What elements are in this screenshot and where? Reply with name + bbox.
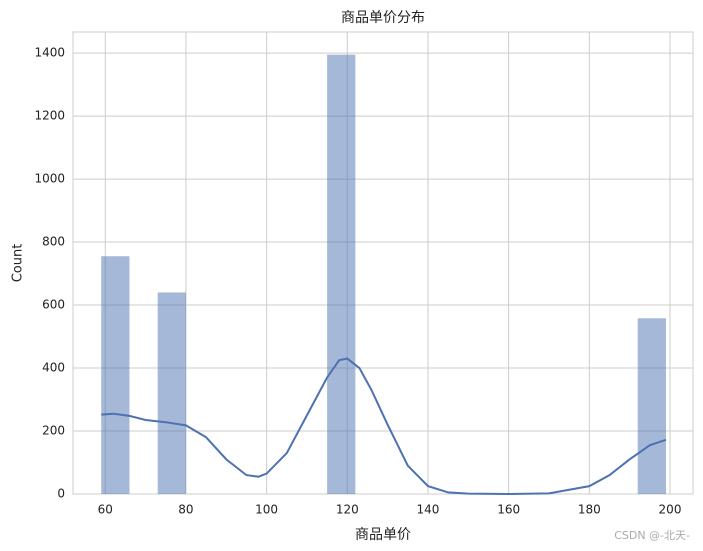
- y-tick-label: 600: [42, 298, 65, 312]
- bar: [157, 292, 186, 494]
- x-tick-label: 60: [98, 503, 113, 517]
- x-tick-label: 200: [659, 503, 682, 517]
- y-tick-label: 400: [42, 361, 65, 375]
- y-tick-label: 200: [42, 424, 65, 438]
- x-tick-label: 160: [497, 503, 520, 517]
- y-axis-label: Count: [11, 244, 26, 283]
- y-tick-label: 1200: [34, 109, 65, 123]
- bar: [637, 318, 666, 494]
- x-axis-label: 商品单价: [355, 527, 411, 543]
- x-tick-label: 100: [255, 503, 278, 517]
- y-tick-label: 1000: [34, 172, 65, 186]
- x-tick-label: 80: [178, 503, 193, 517]
- x-tick-label: 140: [417, 503, 440, 517]
- y-tick-label: 1400: [34, 46, 65, 60]
- x-tick-label: 180: [578, 503, 601, 517]
- x-tick-label: 120: [336, 503, 359, 517]
- kde-line: [101, 357, 667, 496]
- bar: [327, 54, 356, 495]
- y-tick-label: 800: [42, 235, 65, 249]
- y-tick-label: 0: [57, 487, 65, 501]
- chart-title: 商品单价分布: [341, 10, 425, 26]
- bar: [101, 256, 130, 494]
- watermark: CSDN @-北天-: [614, 529, 690, 542]
